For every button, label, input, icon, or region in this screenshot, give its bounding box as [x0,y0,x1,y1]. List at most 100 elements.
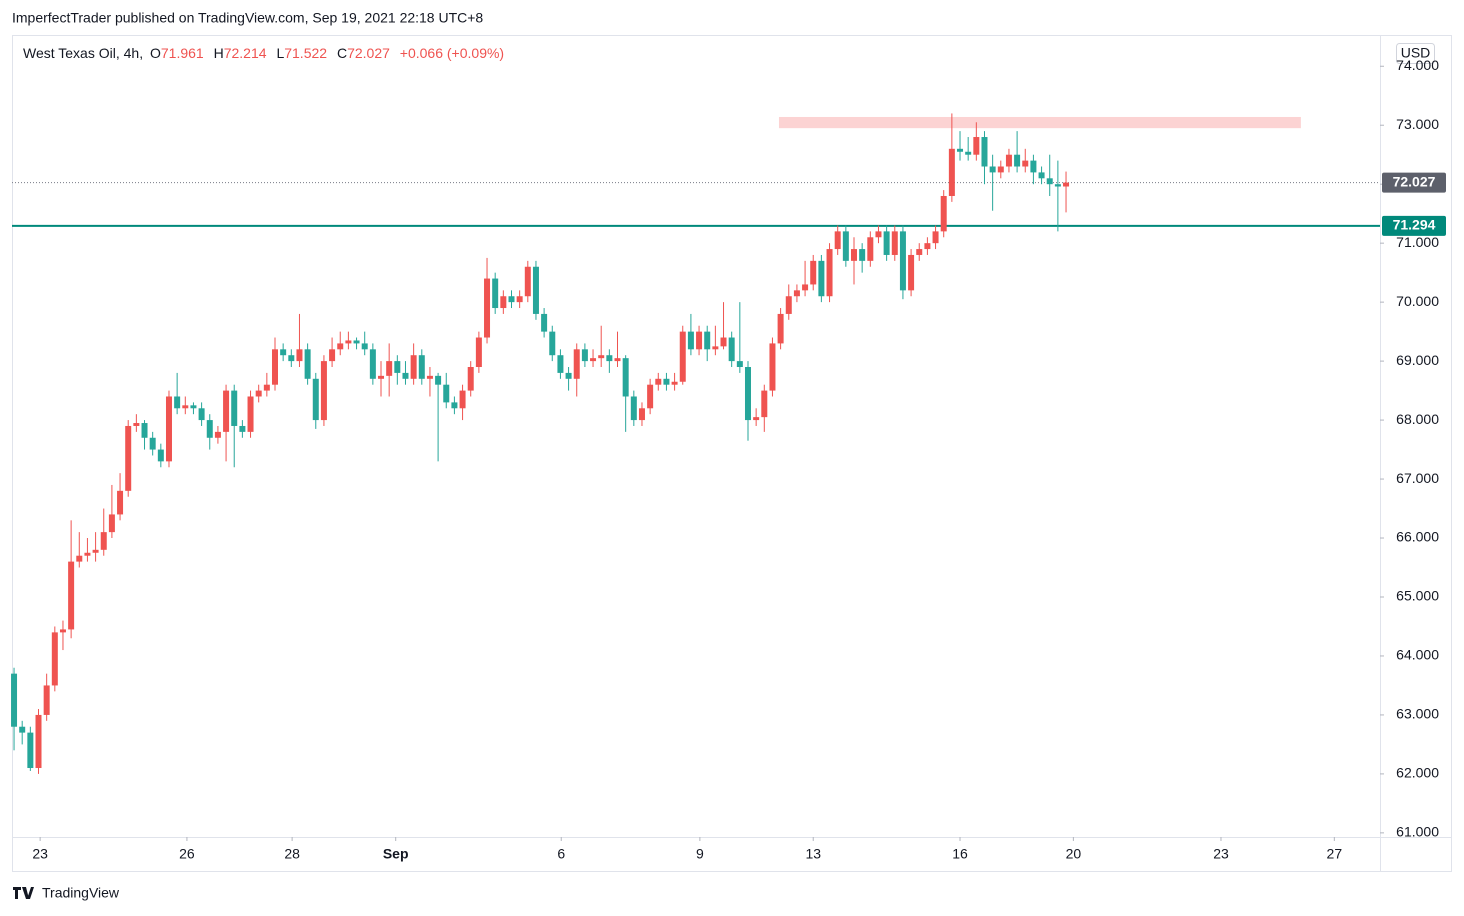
x-tick-label: 26 [179,846,195,862]
y-tick-label: 73.000 [1396,116,1439,132]
candle-body [345,340,352,344]
candle-body [679,331,686,382]
x-tick-label: 20 [1066,846,1082,862]
candle-body [174,396,181,409]
level-badge [1382,215,1446,236]
candle-body [859,249,866,261]
candle-body [43,685,50,715]
candle-body [883,231,890,255]
candle-body [492,278,499,309]
currency[interactable]: USD [1401,45,1431,61]
frame [12,35,1452,872]
x-tick-label: 27 [1327,846,1343,862]
candle-body [394,361,401,373]
open-value: 71.961 [161,45,204,61]
footer: TradingView [42,885,120,901]
candle-body [329,349,336,362]
legend: West Texas Oil, 4h, O71.961 H72.214 L71.… [23,45,504,61]
level-label: 71.294 [1393,217,1436,233]
candle-body [255,390,262,397]
high-value: 72.214 [224,45,267,61]
candle-body [231,390,238,426]
candle-body [426,375,433,379]
candle-body [475,337,482,368]
y-tick-label: 66.000 [1396,529,1439,545]
plot [11,113,1380,774]
candle-body [802,284,809,291]
candle-body [1030,160,1037,173]
last-price-label: 72.027 [1393,173,1436,189]
y-tick-label: 70.000 [1396,293,1439,309]
candle-body [524,266,531,297]
candle-body [932,231,939,244]
x-tick-label: 23 [1213,846,1229,862]
y-tick-label: 74.000 [1396,57,1439,73]
candle-body [223,390,230,432]
candle-body [565,372,572,379]
candle-body [753,417,760,421]
candle-body [214,431,221,438]
resistance-zone [778,116,1301,129]
candle-body [965,151,972,155]
candle-body [720,337,727,347]
candle-body [1038,172,1045,179]
candle-body [728,337,735,362]
candle-body [280,349,287,356]
candle-body [247,396,254,432]
x-tick-label: 28 [284,846,300,862]
candle-body [296,349,303,362]
ohlc-letter: C [337,45,347,61]
ohlc-letter: O [150,45,161,61]
candle-body [165,396,172,462]
candle-body [924,243,931,250]
x-tick-label: 9 [696,846,704,862]
candle-body [239,425,246,432]
candle-body [638,408,645,421]
publisher: ImperfectTrader published on TradingView… [12,10,483,26]
candle-body [435,375,442,385]
candle-body [785,296,792,314]
candle-body [630,396,637,421]
candle-body [108,514,115,533]
candle-body [76,555,83,562]
candle-body [312,378,319,421]
candle-body [117,490,124,515]
candle-body [532,266,539,314]
candle-body [35,714,42,769]
x-tick-label: 6 [557,846,565,862]
candle-body [989,166,996,173]
candle-body [459,390,466,409]
candle-body [614,358,621,362]
candle-body [271,349,278,385]
candle-body [851,249,858,261]
candle-body [206,420,213,438]
candle-body [418,355,425,379]
candle-body [655,378,662,385]
candle-body [761,390,768,418]
candle-body [1054,184,1061,187]
candle-body [378,375,385,379]
y-tick-label: 65.000 [1396,588,1439,604]
candle-body [133,423,140,426]
logo-mark [13,887,34,899]
y-tick-label: 63.000 [1396,706,1439,722]
candle-body [304,349,311,379]
candle-body [402,372,409,379]
candle-body [549,331,556,356]
logo: TradingView [13,885,120,901]
candle-body [704,331,711,350]
candle-body [190,405,197,409]
candle-body [198,408,205,421]
candle-body [1005,154,1012,167]
currency-box[interactable] [1396,43,1435,64]
candle-body [622,358,629,397]
candle-body [508,296,515,303]
candle-body [581,349,588,362]
candle-body [875,231,882,238]
y-tick-label: 68.000 [1396,411,1439,427]
y-tick-label: 62.000 [1396,765,1439,781]
y-tick-label: 61.000 [1396,824,1439,840]
ohlc-letter: L [276,45,284,61]
x-tick-label: 16 [952,846,968,862]
